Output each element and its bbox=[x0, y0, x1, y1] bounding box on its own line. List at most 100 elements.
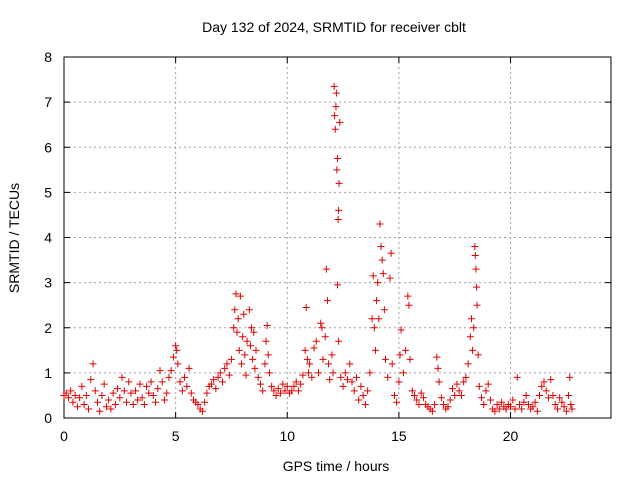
data-point bbox=[346, 360, 354, 368]
data-point bbox=[308, 373, 316, 381]
data-point bbox=[547, 376, 555, 384]
data-point bbox=[335, 206, 343, 214]
data-point bbox=[216, 369, 224, 377]
data-point bbox=[176, 378, 184, 386]
data-point bbox=[248, 324, 256, 332]
data-point bbox=[264, 351, 272, 359]
data-point bbox=[565, 391, 573, 399]
data-point bbox=[262, 337, 270, 345]
data-point bbox=[303, 355, 311, 363]
data-point bbox=[147, 378, 155, 386]
data-point bbox=[154, 385, 162, 393]
data-point bbox=[111, 400, 119, 408]
data-point bbox=[331, 112, 339, 120]
data-point bbox=[64, 394, 72, 402]
data-point bbox=[361, 400, 369, 408]
data-point bbox=[357, 382, 365, 390]
data-point bbox=[317, 319, 325, 327]
data-point bbox=[498, 398, 506, 406]
data-point bbox=[246, 342, 254, 350]
data-point bbox=[408, 387, 416, 395]
data-point bbox=[299, 371, 307, 379]
data-point bbox=[237, 360, 245, 368]
data-point bbox=[434, 364, 442, 372]
data-point bbox=[551, 400, 559, 408]
data-point bbox=[373, 297, 381, 305]
x-tick-label: 0 bbox=[60, 428, 68, 444]
data-point bbox=[531, 398, 539, 406]
data-point bbox=[136, 380, 144, 388]
data-point bbox=[67, 387, 75, 395]
x-tick-label: 10 bbox=[279, 428, 295, 444]
x-axis-label: GPS time / hours bbox=[283, 458, 390, 474]
data-point bbox=[231, 306, 239, 314]
data-point bbox=[134, 396, 142, 404]
data-point bbox=[375, 315, 383, 323]
data-point bbox=[457, 391, 465, 399]
chart-title: Day 132 of 2024, SRMTID for receiver cbl… bbox=[202, 19, 466, 35]
data-point bbox=[475, 382, 483, 390]
data-point bbox=[515, 400, 523, 408]
data-point bbox=[556, 394, 564, 402]
data-point bbox=[344, 376, 352, 384]
data-point bbox=[73, 403, 81, 411]
data-point bbox=[437, 394, 445, 402]
data-point bbox=[513, 373, 521, 381]
data-point bbox=[219, 378, 227, 386]
data-point bbox=[566, 373, 574, 381]
data-point bbox=[568, 405, 576, 413]
data-point bbox=[374, 279, 382, 287]
data-point bbox=[350, 387, 358, 395]
data-point bbox=[334, 155, 341, 163]
y-tick-label: 1 bbox=[44, 365, 52, 381]
data-point bbox=[542, 387, 550, 395]
y-tick-label: 5 bbox=[44, 184, 52, 200]
y-tick-label: 2 bbox=[44, 320, 52, 336]
data-point bbox=[178, 387, 186, 395]
data-point bbox=[331, 125, 339, 133]
data-point bbox=[538, 382, 546, 390]
data-point bbox=[173, 346, 181, 354]
data-point bbox=[332, 103, 340, 111]
data-point bbox=[233, 328, 241, 336]
data-point bbox=[183, 382, 191, 390]
data-point bbox=[469, 346, 477, 354]
data-point bbox=[318, 324, 326, 332]
data-point bbox=[149, 391, 157, 399]
data-point bbox=[341, 369, 349, 377]
grid bbox=[64, 57, 611, 418]
data-point bbox=[89, 360, 97, 368]
data-point bbox=[212, 385, 220, 393]
y-tick-label: 3 bbox=[44, 275, 52, 291]
data-point bbox=[210, 376, 218, 384]
data-point bbox=[76, 394, 84, 402]
data-point bbox=[259, 387, 267, 395]
data-point bbox=[281, 387, 289, 395]
data-point bbox=[464, 360, 472, 368]
data-point bbox=[495, 405, 503, 413]
data-point bbox=[100, 380, 108, 388]
data-point bbox=[270, 387, 278, 395]
data-point bbox=[335, 179, 343, 187]
data-point bbox=[529, 403, 537, 411]
data-point bbox=[359, 391, 367, 399]
data-point bbox=[114, 385, 122, 393]
data-point bbox=[491, 407, 499, 415]
data-point bbox=[102, 403, 110, 411]
data-point bbox=[462, 373, 470, 381]
data-point bbox=[227, 355, 235, 363]
data-point bbox=[348, 378, 356, 386]
data-point bbox=[194, 400, 202, 408]
data-point bbox=[283, 382, 291, 390]
data-point bbox=[263, 321, 271, 329]
data-point bbox=[518, 405, 526, 413]
data-point bbox=[325, 360, 333, 368]
data-point bbox=[249, 355, 257, 363]
data-point bbox=[160, 396, 168, 404]
data-point bbox=[337, 373, 345, 381]
data-point bbox=[473, 301, 481, 309]
data-point bbox=[507, 403, 515, 411]
data-point bbox=[245, 306, 253, 314]
data-point bbox=[502, 405, 510, 413]
data-point bbox=[230, 324, 238, 332]
